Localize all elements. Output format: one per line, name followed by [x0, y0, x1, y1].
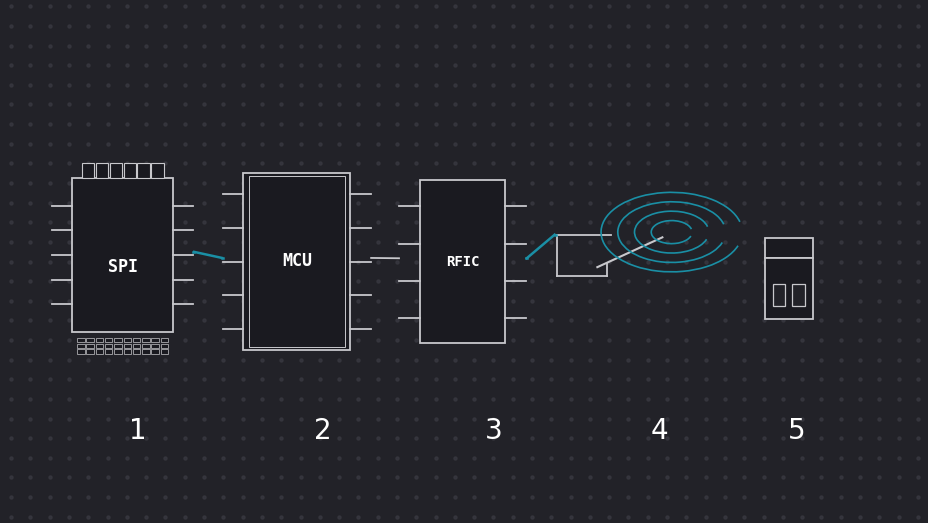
FancyBboxPatch shape: [419, 180, 505, 343]
FancyBboxPatch shape: [86, 338, 94, 342]
Text: 2: 2: [315, 417, 331, 446]
Text: SPI: SPI: [108, 258, 137, 276]
FancyBboxPatch shape: [96, 338, 103, 342]
FancyBboxPatch shape: [105, 338, 112, 342]
FancyBboxPatch shape: [72, 178, 173, 332]
FancyBboxPatch shape: [114, 344, 122, 348]
FancyBboxPatch shape: [77, 344, 84, 348]
FancyBboxPatch shape: [77, 349, 84, 354]
FancyBboxPatch shape: [161, 349, 168, 354]
FancyBboxPatch shape: [82, 163, 94, 178]
FancyBboxPatch shape: [86, 349, 94, 354]
Text: 3: 3: [484, 417, 503, 446]
Text: 1: 1: [129, 417, 146, 446]
FancyBboxPatch shape: [142, 344, 149, 348]
FancyBboxPatch shape: [96, 163, 108, 178]
FancyBboxPatch shape: [764, 238, 812, 258]
FancyBboxPatch shape: [105, 344, 112, 348]
FancyBboxPatch shape: [133, 338, 140, 342]
Text: 4: 4: [651, 417, 667, 446]
FancyBboxPatch shape: [137, 163, 149, 178]
FancyBboxPatch shape: [243, 173, 350, 350]
FancyBboxPatch shape: [96, 344, 103, 348]
FancyBboxPatch shape: [772, 284, 784, 306]
FancyBboxPatch shape: [77, 338, 84, 342]
FancyBboxPatch shape: [764, 258, 812, 319]
FancyBboxPatch shape: [133, 349, 140, 354]
FancyBboxPatch shape: [142, 349, 149, 354]
FancyBboxPatch shape: [151, 349, 159, 354]
FancyBboxPatch shape: [123, 344, 131, 348]
FancyBboxPatch shape: [96, 349, 103, 354]
Text: RFIC: RFIC: [445, 255, 479, 268]
FancyBboxPatch shape: [151, 344, 159, 348]
FancyBboxPatch shape: [114, 338, 122, 342]
FancyBboxPatch shape: [123, 338, 131, 342]
FancyBboxPatch shape: [161, 338, 168, 342]
FancyBboxPatch shape: [110, 163, 122, 178]
FancyBboxPatch shape: [151, 338, 159, 342]
FancyBboxPatch shape: [105, 349, 112, 354]
FancyBboxPatch shape: [123, 163, 135, 178]
Text: 5: 5: [788, 417, 805, 446]
FancyBboxPatch shape: [86, 344, 94, 348]
Text: MCU: MCU: [281, 253, 312, 270]
FancyBboxPatch shape: [161, 344, 168, 348]
FancyBboxPatch shape: [123, 349, 131, 354]
FancyBboxPatch shape: [151, 163, 163, 178]
FancyBboxPatch shape: [792, 284, 804, 306]
FancyBboxPatch shape: [133, 344, 140, 348]
FancyBboxPatch shape: [114, 349, 122, 354]
FancyBboxPatch shape: [142, 338, 149, 342]
